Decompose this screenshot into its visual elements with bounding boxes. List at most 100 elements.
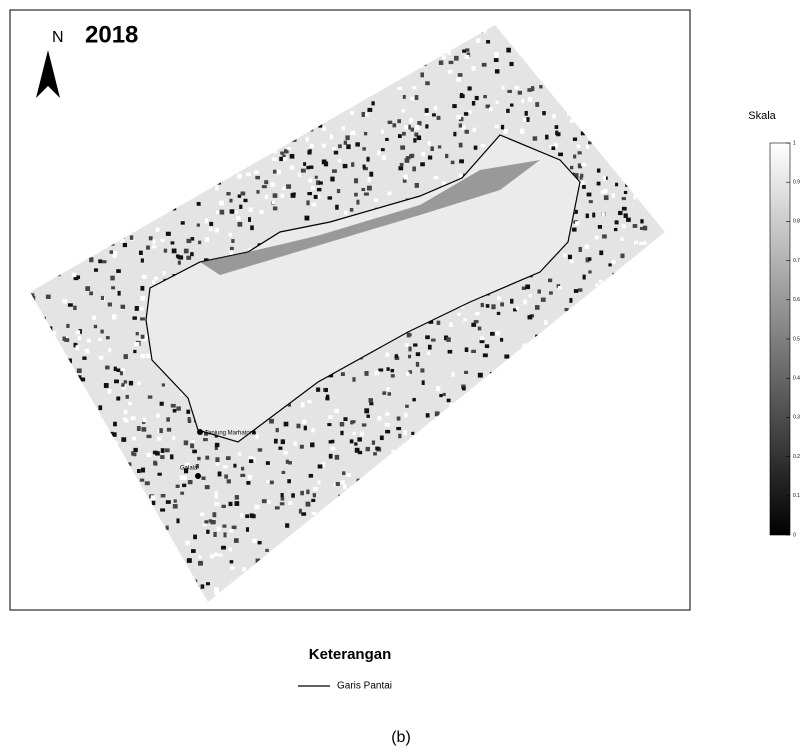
speckle bbox=[252, 539, 256, 543]
speckle bbox=[332, 169, 337, 173]
speckle bbox=[587, 193, 592, 197]
speckle bbox=[403, 430, 407, 435]
speckle bbox=[265, 195, 268, 199]
speckle bbox=[406, 372, 410, 376]
speckle bbox=[215, 495, 219, 498]
speckle bbox=[98, 259, 102, 263]
speckle bbox=[412, 398, 415, 401]
speckle bbox=[360, 431, 364, 436]
speckle bbox=[192, 450, 197, 454]
speckle bbox=[140, 317, 145, 320]
speckle bbox=[329, 440, 333, 443]
speckle bbox=[275, 506, 280, 509]
speckle bbox=[172, 249, 177, 254]
speckle bbox=[324, 388, 327, 392]
speckle bbox=[230, 209, 235, 213]
speckle bbox=[501, 86, 504, 90]
speckle bbox=[291, 193, 296, 198]
speckle bbox=[258, 541, 262, 544]
speckle bbox=[380, 436, 384, 441]
speckle bbox=[229, 233, 232, 236]
speckle bbox=[471, 350, 476, 353]
speckle bbox=[137, 381, 140, 385]
speckle bbox=[280, 502, 285, 505]
speckle bbox=[400, 145, 405, 149]
speckle bbox=[500, 302, 504, 306]
speckle bbox=[197, 202, 201, 206]
speckle bbox=[137, 469, 141, 473]
speckle bbox=[94, 325, 97, 328]
speckle bbox=[457, 313, 461, 316]
speckle bbox=[377, 151, 380, 156]
speckle bbox=[270, 481, 274, 485]
speckle bbox=[291, 493, 295, 497]
speckle bbox=[372, 440, 375, 444]
speckle bbox=[506, 109, 510, 113]
speckle bbox=[368, 177, 371, 182]
speckle bbox=[415, 95, 419, 100]
speckle bbox=[358, 451, 362, 454]
speckle bbox=[166, 500, 171, 504]
speckle bbox=[439, 394, 442, 397]
speckle bbox=[404, 125, 408, 130]
speckle bbox=[483, 95, 487, 98]
speckle bbox=[486, 40, 490, 44]
speckle bbox=[286, 184, 291, 188]
speckle bbox=[599, 280, 603, 283]
speckle bbox=[355, 142, 359, 146]
speckle bbox=[350, 111, 354, 115]
speckle bbox=[456, 77, 461, 81]
speckle bbox=[473, 128, 476, 132]
speckle bbox=[396, 427, 401, 430]
speckle bbox=[416, 362, 419, 367]
speckle bbox=[574, 289, 578, 293]
speckle bbox=[357, 437, 362, 441]
speckle bbox=[147, 354, 150, 358]
speckle bbox=[151, 495, 156, 500]
speckle bbox=[319, 181, 323, 184]
speckle bbox=[243, 199, 247, 202]
speckle bbox=[453, 132, 456, 136]
speckle bbox=[178, 255, 183, 259]
speckle bbox=[364, 132, 367, 135]
speckle bbox=[437, 116, 441, 120]
speckle bbox=[387, 191, 391, 195]
speckle bbox=[568, 255, 572, 259]
speckle bbox=[152, 239, 155, 244]
speckle bbox=[240, 513, 243, 517]
scale-tick-label: 0.2 bbox=[793, 454, 800, 460]
speckle bbox=[171, 404, 176, 408]
speckle bbox=[111, 286, 115, 289]
speckle bbox=[634, 241, 638, 244]
speckle bbox=[602, 212, 605, 216]
speckle bbox=[620, 238, 623, 241]
speckle bbox=[597, 182, 601, 186]
speckle bbox=[140, 307, 143, 311]
speckle bbox=[425, 335, 430, 339]
speckle bbox=[439, 60, 443, 65]
speckle bbox=[385, 423, 390, 427]
speckle bbox=[428, 141, 431, 145]
speckle bbox=[76, 345, 80, 350]
speckle bbox=[583, 275, 586, 280]
speckle bbox=[230, 247, 234, 250]
speckle bbox=[217, 527, 221, 531]
speckle bbox=[367, 108, 372, 112]
speckle bbox=[312, 512, 317, 515]
speckle bbox=[362, 112, 365, 117]
speckle bbox=[328, 196, 332, 199]
speckle bbox=[99, 356, 104, 360]
speckle bbox=[273, 206, 277, 210]
speckle bbox=[426, 413, 430, 417]
speckle bbox=[420, 72, 424, 77]
speckle bbox=[569, 298, 572, 303]
speckle bbox=[166, 232, 171, 236]
speckle bbox=[113, 422, 117, 427]
speckle bbox=[117, 368, 121, 372]
speckle bbox=[354, 178, 358, 183]
speckle bbox=[458, 174, 462, 177]
speckle bbox=[172, 436, 175, 440]
speckle bbox=[170, 454, 173, 459]
speckle bbox=[210, 520, 214, 524]
speckle bbox=[478, 327, 482, 331]
